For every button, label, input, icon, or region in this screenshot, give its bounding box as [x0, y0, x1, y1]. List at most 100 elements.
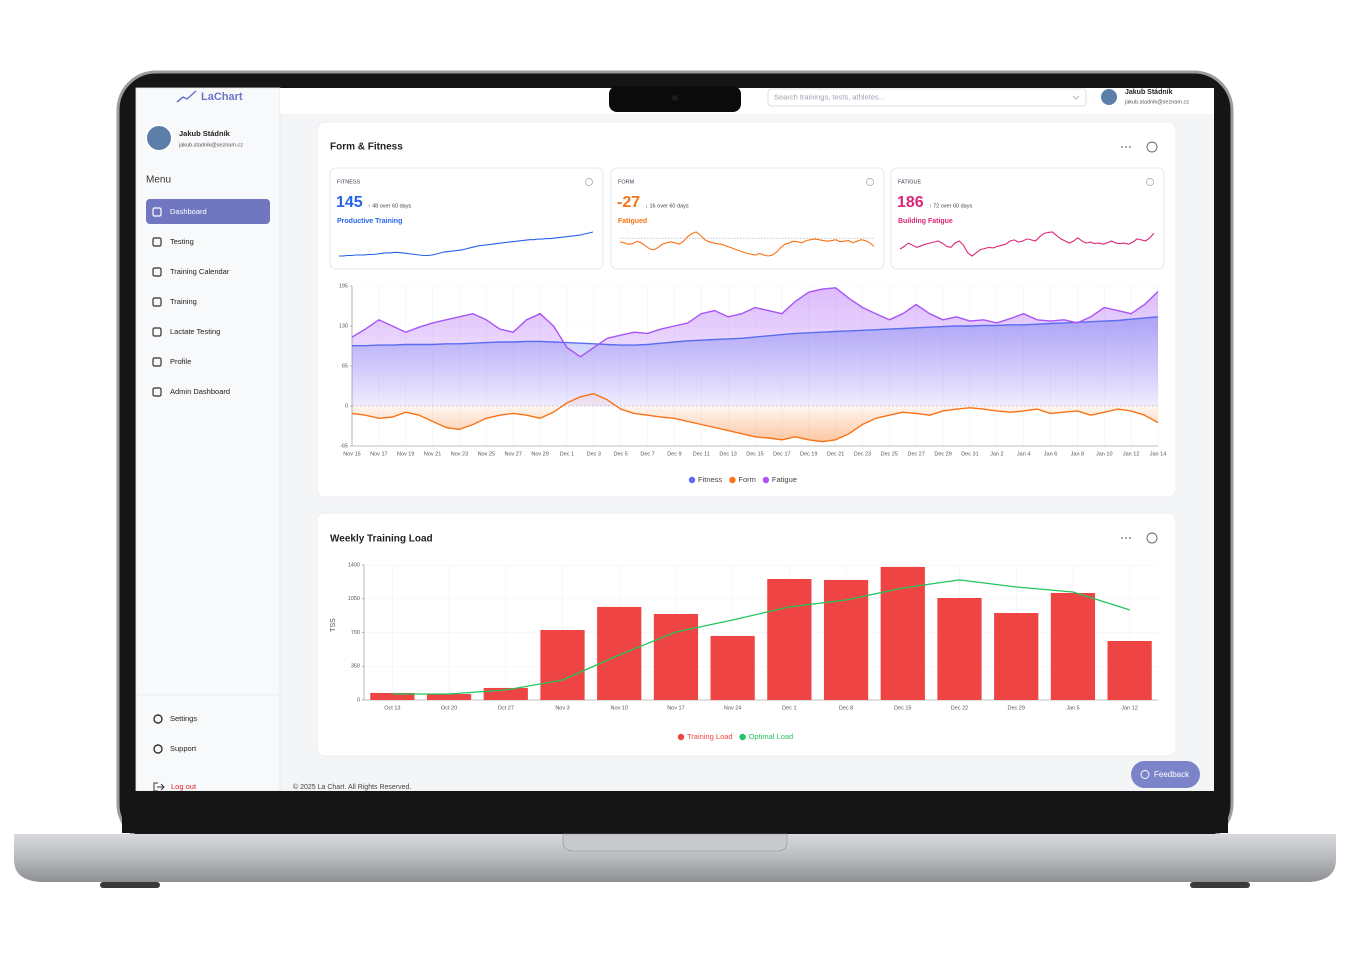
bar[interactable]: [426, 694, 472, 700]
x-tick-label: Nov 19: [397, 451, 414, 457]
menu-item[interactable]: Admin Dashboard: [170, 387, 230, 396]
x-tick-label: Jan 12: [1123, 451, 1140, 457]
x-tick-label: Dec 19: [800, 451, 817, 457]
x-tick-label: Nov 15: [343, 451, 360, 457]
feedback-button[interactable]: [1131, 761, 1200, 788]
kpi-value: 186: [897, 194, 924, 211]
card-title: Form & Fitness: [330, 142, 403, 153]
x-tick-label: Jan 14: [1150, 451, 1167, 457]
card-actions[interactable]: [1121, 141, 1158, 544]
kpi-value: 145: [336, 194, 363, 211]
header-user-name: Jakub Stádník: [1125, 89, 1173, 96]
search-chevron: [1072, 95, 1080, 100]
series-line: [352, 316, 1159, 347]
header-user-email: jakub.stadnik@seznam.cz: [1124, 99, 1189, 105]
menu-item[interactable]: Testing: [170, 237, 194, 246]
series-line: [351, 393, 1159, 443]
x-tick-label: Dec 9: [667, 451, 681, 457]
footer: © 2025 La Chart. All Rights Reserved.: [293, 783, 411, 791]
header-avatar[interactable]: [1101, 89, 1117, 105]
x-tick-label: Nov 21: [424, 451, 441, 457]
menu-title: Menu: [146, 175, 171, 186]
laptop-base: [14, 834, 1336, 882]
y-tick-label: 350: [351, 664, 360, 670]
menu-icon: [153, 744, 163, 754]
menu-item[interactable]: Settings: [170, 714, 197, 723]
menu-icon: [152, 267, 162, 277]
laptop-foot: [1190, 882, 1250, 888]
training-load-card: [316, 512, 1177, 757]
menu-item[interactable]: Lactate Testing: [170, 327, 220, 336]
bar[interactable]: [540, 629, 585, 700]
kpi-status: Building Fatigue: [898, 218, 953, 225]
kpi-label: FORM: [618, 179, 635, 185]
legend-label[interactable]: Fitness: [698, 475, 722, 484]
bar[interactable]: [1050, 592, 1096, 700]
legend-label[interactable]: Fatigue: [772, 475, 797, 484]
bar[interactable]: [653, 613, 699, 700]
y-tick-label: 0: [345, 403, 348, 409]
x-tick-label: Nov 29: [531, 451, 548, 457]
legend-label[interactable]: Training Load: [687, 732, 733, 741]
x-tick-label: Jan 12: [1121, 705, 1138, 711]
x-tick-label: Jan 8: [1071, 451, 1084, 457]
feedback-label: Feedback: [1154, 770, 1190, 779]
x-tick-label: Nov 24: [724, 705, 741, 711]
x-tick-label: Jan 6: [1044, 451, 1057, 457]
x-tick-label: Oct 20: [441, 705, 457, 711]
x-tick-label: Jan 5: [1066, 705, 1079, 711]
bar[interactable]: [880, 566, 925, 700]
bar[interactable]: [370, 692, 415, 700]
logout[interactable]: Log out: [171, 782, 197, 791]
x-tick-label: Dec 11: [693, 451, 710, 457]
logo[interactable]: LaChart: [201, 91, 243, 103]
menu-icon: [152, 207, 162, 217]
laptop-notch: [562, 833, 788, 852]
menu-icon: [153, 714, 163, 724]
bar[interactable]: [597, 606, 642, 700]
kpi-value: -27: [617, 194, 640, 211]
bar[interactable]: [1107, 640, 1152, 700]
sidebar-avatar[interactable]: [145, 124, 173, 152]
x-tick-label: Nov 23: [451, 451, 468, 457]
menu-item[interactable]: Profile: [170, 357, 191, 366]
x-tick-label: Dec 7: [640, 451, 654, 457]
info-icon: [1146, 178, 1154, 186]
menu-item[interactable]: Training Calendar: [170, 267, 230, 276]
bar[interactable]: [767, 578, 812, 700]
legend-label[interactable]: Form: [738, 475, 756, 484]
x-tick-label: Jan 2: [990, 451, 1003, 457]
kpi-change: ↓ 16 over 60 days: [645, 203, 689, 209]
bar[interactable]: [823, 579, 869, 700]
camera: [672, 95, 678, 101]
menu-item[interactable]: Training: [170, 297, 197, 306]
menu-icon: [152, 237, 162, 247]
y-tick-label: 0: [357, 697, 360, 703]
search-box[interactable]: [767, 88, 1087, 107]
x-tick-label: Dec 29: [1007, 705, 1024, 711]
legend-swatch: [729, 476, 736, 484]
y-tick-label: 1400: [348, 562, 360, 568]
bar[interactable]: [710, 635, 755, 700]
kpi-label: FITNESS: [337, 179, 361, 185]
menu-active-bg: [146, 199, 270, 224]
legend-swatch: [677, 733, 685, 741]
menu-item[interactable]: Support: [170, 744, 197, 753]
y-axis-label: TSS: [330, 618, 337, 632]
series-line: [351, 287, 1159, 358]
series-line: [392, 579, 1130, 695]
menu-item[interactable]: Dashboard: [170, 207, 207, 216]
x-tick-label: Dec 1: [782, 705, 796, 711]
kpi-status: Fatigued: [618, 218, 647, 225]
kpi-card: [329, 167, 604, 270]
bar[interactable]: [994, 613, 1039, 700]
x-tick-label: Dec 29: [934, 451, 951, 457]
legend-label[interactable]: Optimal Load: [749, 732, 794, 741]
sidebar: [135, 87, 281, 792]
bar[interactable]: [937, 597, 982, 700]
legend-swatch: [739, 733, 746, 741]
kpi-change: ↑ 48 over 60 days: [368, 203, 412, 209]
x-tick-label: Jan 10: [1096, 451, 1113, 457]
x-tick-label: Dec 8: [839, 705, 853, 711]
sidebar-user-name: Jakub Stádník: [179, 129, 231, 138]
